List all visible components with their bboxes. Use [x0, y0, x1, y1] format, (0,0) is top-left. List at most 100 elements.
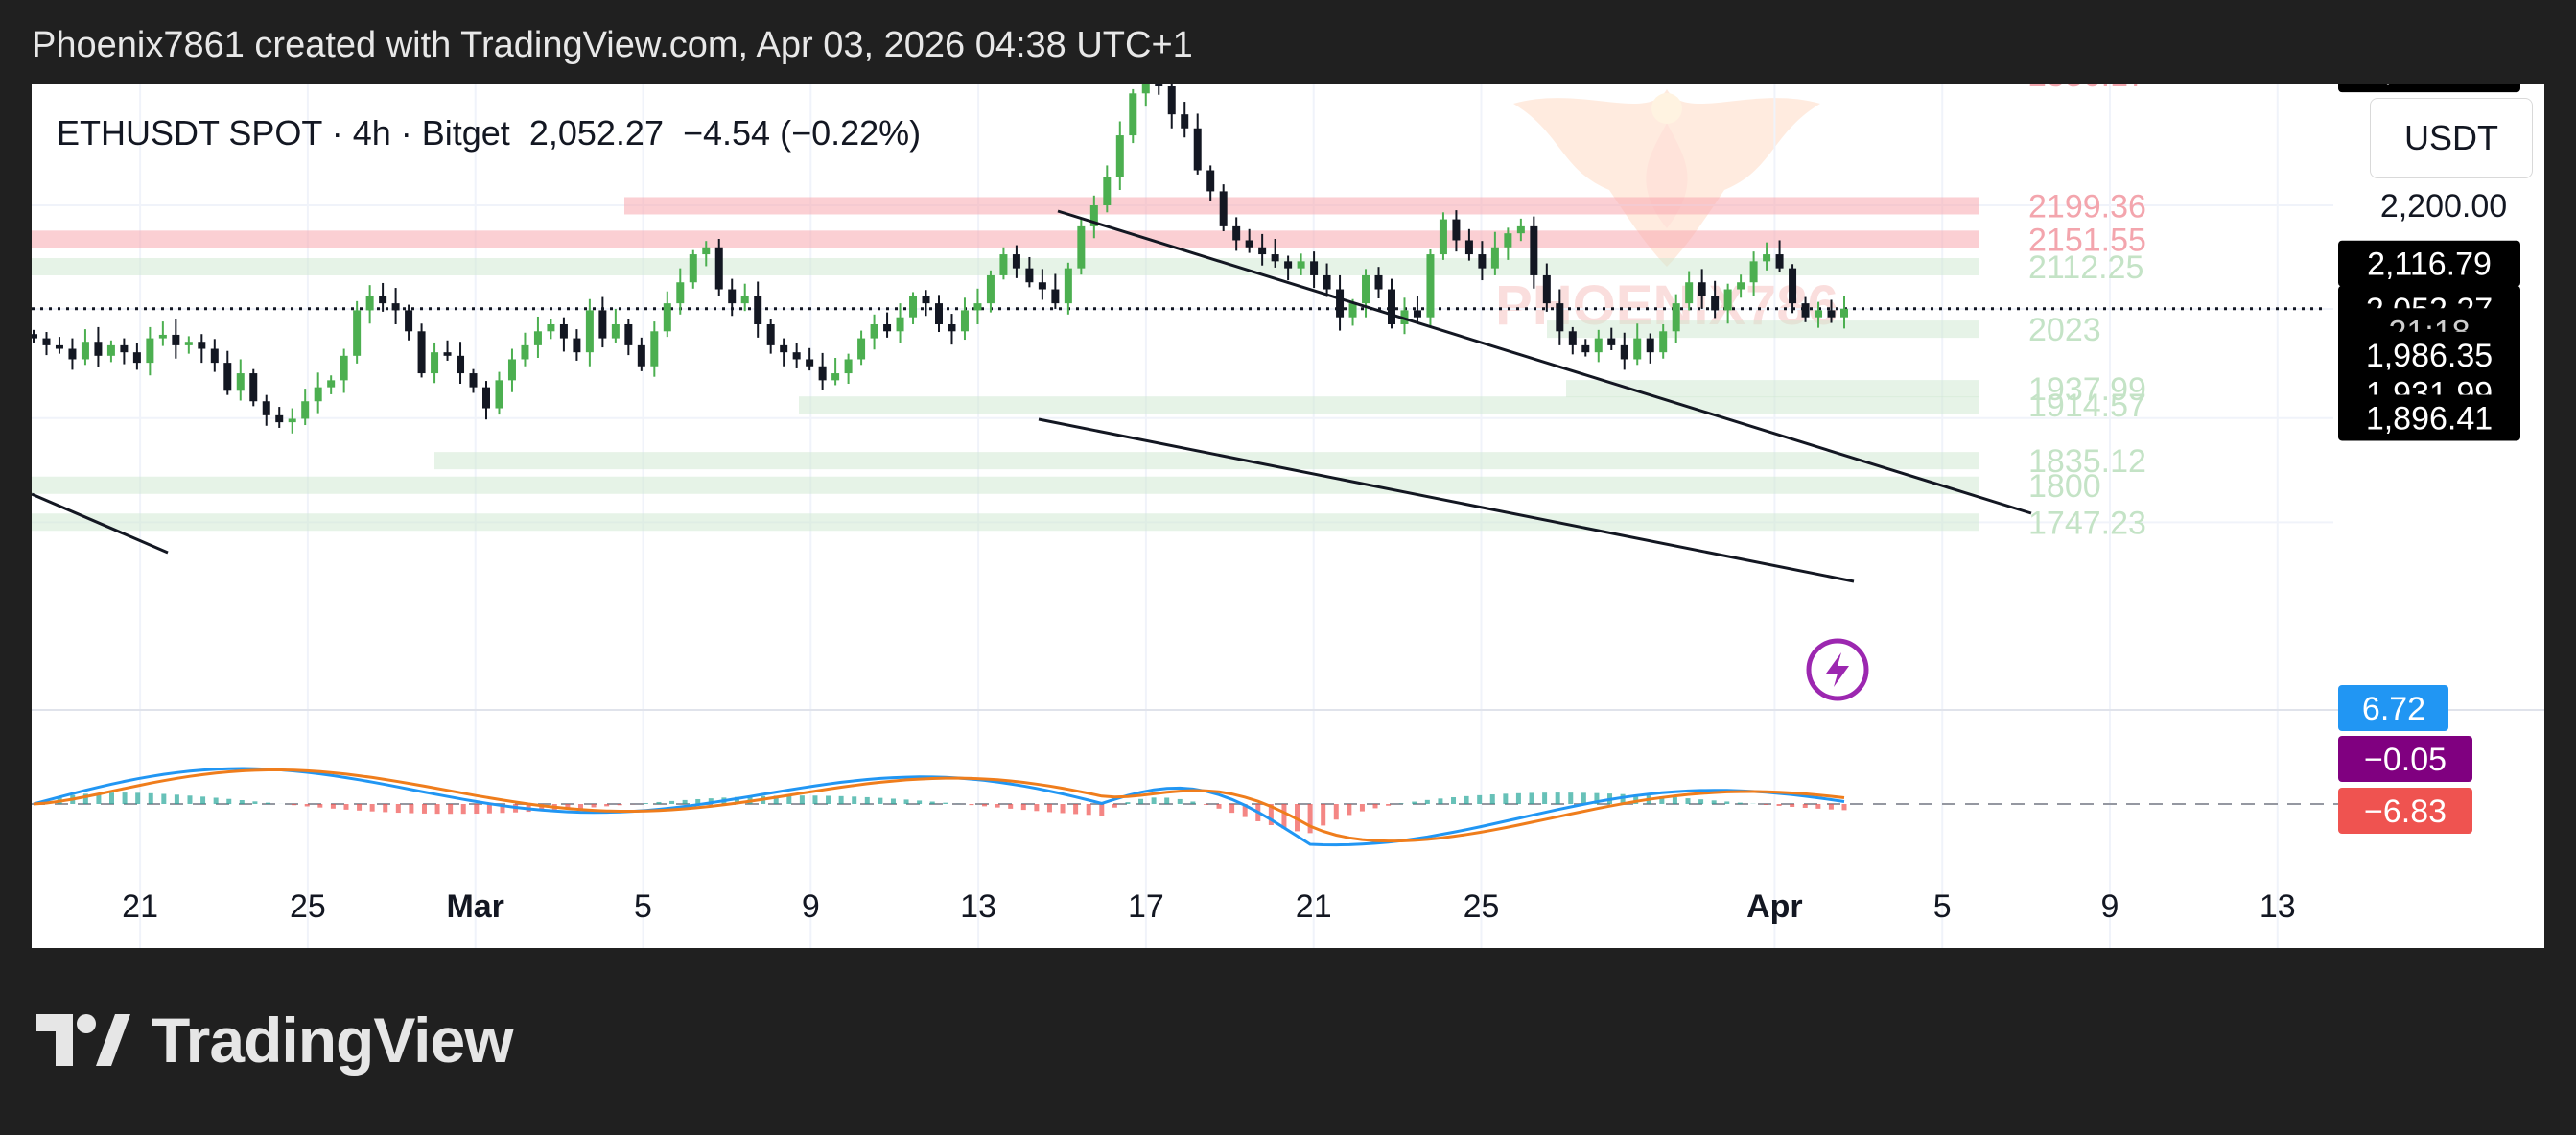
zone-band [32, 513, 1979, 532]
candle-body [391, 303, 400, 311]
macd-histogram-bar [799, 795, 805, 804]
candle-body [365, 296, 374, 311]
macd-histogram-bar [1815, 804, 1821, 809]
macd-histogram-bar [1073, 804, 1079, 815]
price-change: −4.54 (−0.22%) [682, 113, 922, 153]
candle-body [883, 323, 892, 332]
candle-body [417, 331, 426, 374]
tradingview-logo[interactable]: TradingView [36, 1004, 514, 1076]
macd-histogram-bar [878, 797, 883, 804]
candle-body [999, 254, 1008, 275]
candle-body [1245, 240, 1253, 248]
macd-histogram-bar [1503, 793, 1509, 804]
macd-histogram-bar [1633, 794, 1639, 804]
candle-body [573, 338, 581, 353]
macd-histogram-bar [1034, 804, 1040, 812]
macd-histogram-bar [1386, 804, 1392, 806]
macd-histogram-bar [395, 804, 401, 814]
candle-body [1064, 268, 1072, 304]
macd-histogram-bar [1790, 804, 1795, 807]
time-axis-tick: 9 [2101, 888, 2119, 925]
macd-histogram-bar [1515, 792, 1521, 804]
candle-body [909, 296, 918, 318]
candle-body [495, 380, 503, 409]
candle-body [1271, 254, 1279, 262]
indicator-tag [2338, 685, 2448, 731]
candle-body [1711, 296, 1720, 311]
candle-body [1155, 84, 1163, 87]
candle-body [1181, 114, 1189, 129]
candle-body [650, 331, 659, 367]
indicator-tag-label: −0.05 [2364, 742, 2447, 778]
macd-histogram-bar [1685, 798, 1691, 804]
macd-histogram-bar [448, 804, 454, 815]
macd-histogram-bar [929, 801, 935, 804]
macd-histogram-bar [1764, 804, 1769, 805]
zone-label: 1914.57 [2028, 388, 2146, 424]
macd-histogram-bar [383, 804, 388, 813]
candle-body [172, 334, 180, 345]
macd-histogram-bar [982, 804, 988, 807]
price-tag [2338, 394, 2520, 441]
zone-label: 2112.25 [2028, 249, 2143, 286]
price-tag-label: 1,986.35 [2366, 338, 2493, 374]
macd-histogram-bar [330, 804, 336, 809]
time-axis-tick: 13 [960, 888, 996, 925]
price-tag-label: 2,116.79 [2367, 247, 2492, 283]
candle-body [1749, 261, 1758, 283]
macd-histogram-bar [539, 804, 545, 812]
price-tag [2338, 331, 2520, 378]
macd-histogram-bar [786, 795, 792, 804]
candle-body [1038, 282, 1046, 290]
candle-body [1129, 93, 1137, 136]
macd-histogram-bar [1594, 792, 1600, 804]
trendlines[interactable] [32, 209, 2032, 583]
candle-body [1141, 84, 1150, 94]
macd-histogram-bar [591, 804, 597, 808]
candle-body [1556, 303, 1564, 332]
macd-histogram-bar [239, 799, 245, 804]
zone-label: 2199.36 [2028, 188, 2146, 225]
macd-histogram-bar [1112, 804, 1117, 808]
candle-body [1388, 289, 1395, 324]
macd-histogram-bar [565, 804, 571, 810]
macd-histogram-bar [995, 804, 1000, 808]
macd-histogram-bar [1737, 802, 1743, 804]
macd-histogram-bar [812, 795, 818, 804]
macd-histogram-bar [656, 801, 662, 804]
candle-body [1504, 233, 1512, 248]
candle-body [405, 310, 413, 332]
candle-body [68, 348, 77, 360]
macd-histogram-bar [1333, 804, 1339, 820]
candle-body [1542, 274, 1551, 304]
symbol-name[interactable]: ETHUSDT SPOT · 4h · Bitget [57, 113, 510, 153]
candle-body [1413, 310, 1421, 318]
candle-body [1310, 261, 1319, 275]
macd-histogram-bar [82, 793, 88, 804]
candle-body [1167, 86, 1176, 115]
chart-canvas[interactable]: PHOENIX786 2386.172199.362151.552112.252… [32, 84, 2544, 948]
macd-histogram-bar [200, 796, 206, 804]
chart-frame[interactable]: PHOENIX786 2386.172199.362151.552112.252… [32, 84, 2544, 948]
price-tag [2338, 240, 2520, 287]
currency-button[interactable]: USDT [2370, 98, 2533, 178]
macd-histogram-bar [1398, 803, 1404, 804]
candle-body [521, 344, 529, 360]
candle-body [1426, 254, 1435, 318]
alert-lightning-icon[interactable] [1806, 638, 1869, 701]
time-axis-tick: 9 [802, 888, 820, 925]
candle-body [1698, 282, 1706, 296]
candle-body [1659, 331, 1668, 353]
zone-band [32, 476, 1979, 494]
candle-body [1089, 205, 1098, 226]
trendline [32, 492, 169, 555]
macd-histogram-bar [135, 792, 141, 804]
macd-histogram-bar [1581, 792, 1586, 804]
price-axis: 2,394.442,200.002,116.792,052.2721:181,9… [2338, 84, 2520, 834]
macd-histogram-bar [148, 792, 153, 804]
candle-body [922, 296, 930, 304]
zone-band [434, 452, 1979, 470]
macd-histogram-bar [1620, 793, 1626, 804]
macd-histogram-bar [369, 804, 375, 812]
candle-body [353, 310, 362, 356]
